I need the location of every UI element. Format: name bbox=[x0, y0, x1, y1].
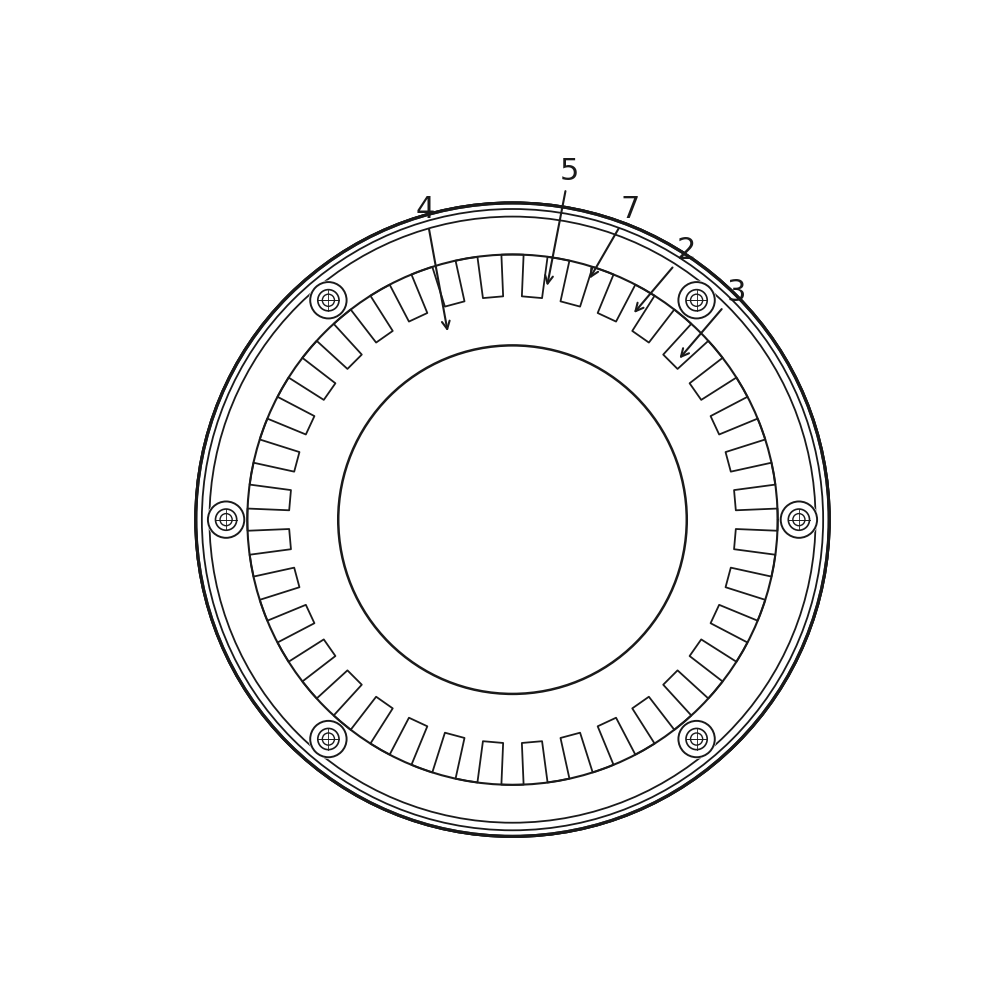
Text: 4: 4 bbox=[416, 195, 450, 329]
Circle shape bbox=[196, 203, 829, 836]
Circle shape bbox=[677, 719, 716, 759]
Circle shape bbox=[677, 280, 716, 320]
Circle shape bbox=[309, 719, 348, 759]
Circle shape bbox=[196, 203, 829, 836]
Text: 3: 3 bbox=[681, 277, 746, 356]
Text: 5: 5 bbox=[545, 156, 579, 283]
Circle shape bbox=[309, 280, 348, 320]
Text: 2: 2 bbox=[636, 236, 696, 311]
Circle shape bbox=[206, 500, 246, 539]
Circle shape bbox=[779, 500, 819, 539]
Text: 7: 7 bbox=[591, 195, 640, 277]
